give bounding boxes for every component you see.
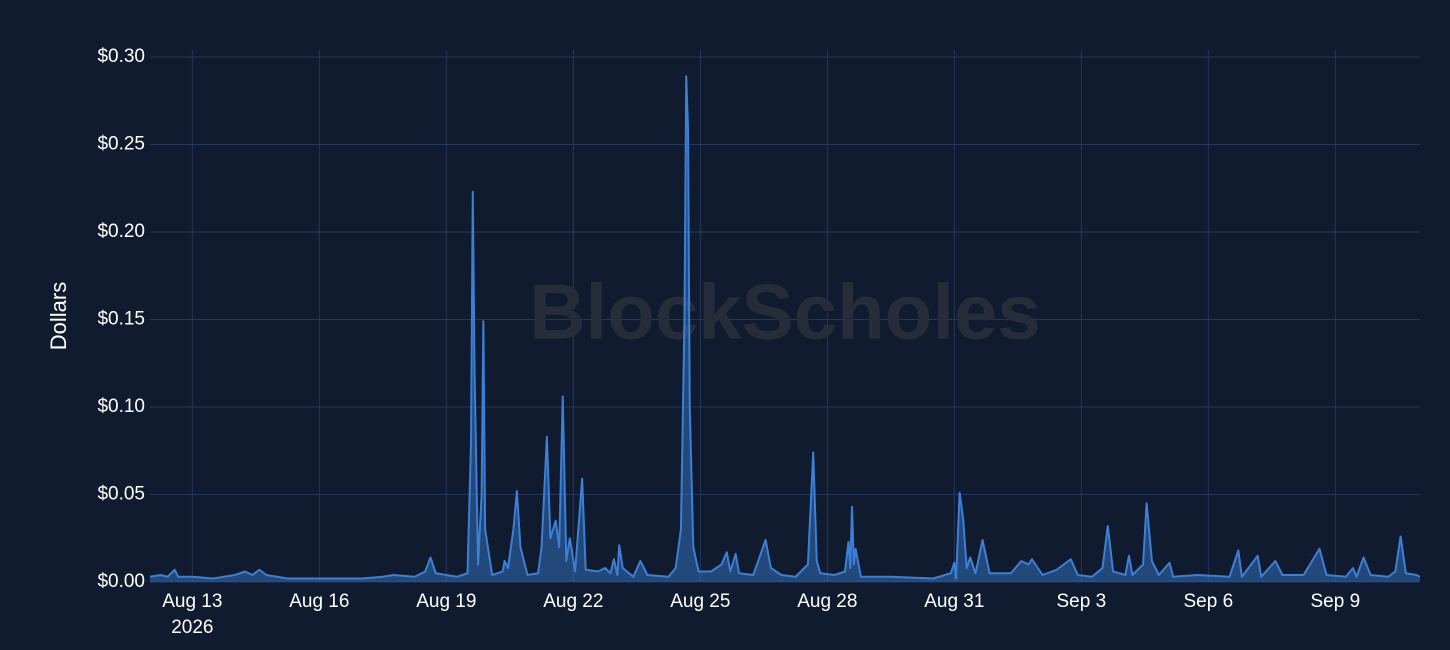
y-axis-title: Dollars <box>46 282 71 350</box>
y-tick-label: $0.25 <box>97 134 145 155</box>
x-tick-label: Aug 16 <box>289 591 349 612</box>
x-tick-label: Sep 3 <box>1057 591 1107 612</box>
y-tick-label: $0.10 <box>97 396 145 417</box>
y-tick-label: $0.15 <box>97 309 145 330</box>
y-tick-label: $0.05 <box>97 484 145 505</box>
x-tick-label: Aug 22 <box>543 591 603 612</box>
watermark: BlockScholes <box>529 268 1041 356</box>
x-tick-label: Sep 6 <box>1184 591 1234 612</box>
x-tick-label: Aug 31 <box>924 591 984 612</box>
x-tick-label: Aug 19 <box>416 591 476 612</box>
x-tick-label: Sep 9 <box>1311 591 1361 612</box>
x-tick-label: Aug 13 <box>162 591 222 612</box>
x-tick-year: 2026 <box>171 617 213 638</box>
y-tick-label: $0.20 <box>97 221 145 242</box>
x-tick-label: Aug 28 <box>797 591 857 612</box>
y-tick-label: $0.00 <box>97 571 145 592</box>
area-line <box>149 75 1421 580</box>
y-tick-label: $0.30 <box>97 46 145 67</box>
x-tick-label: Aug 25 <box>670 591 730 612</box>
